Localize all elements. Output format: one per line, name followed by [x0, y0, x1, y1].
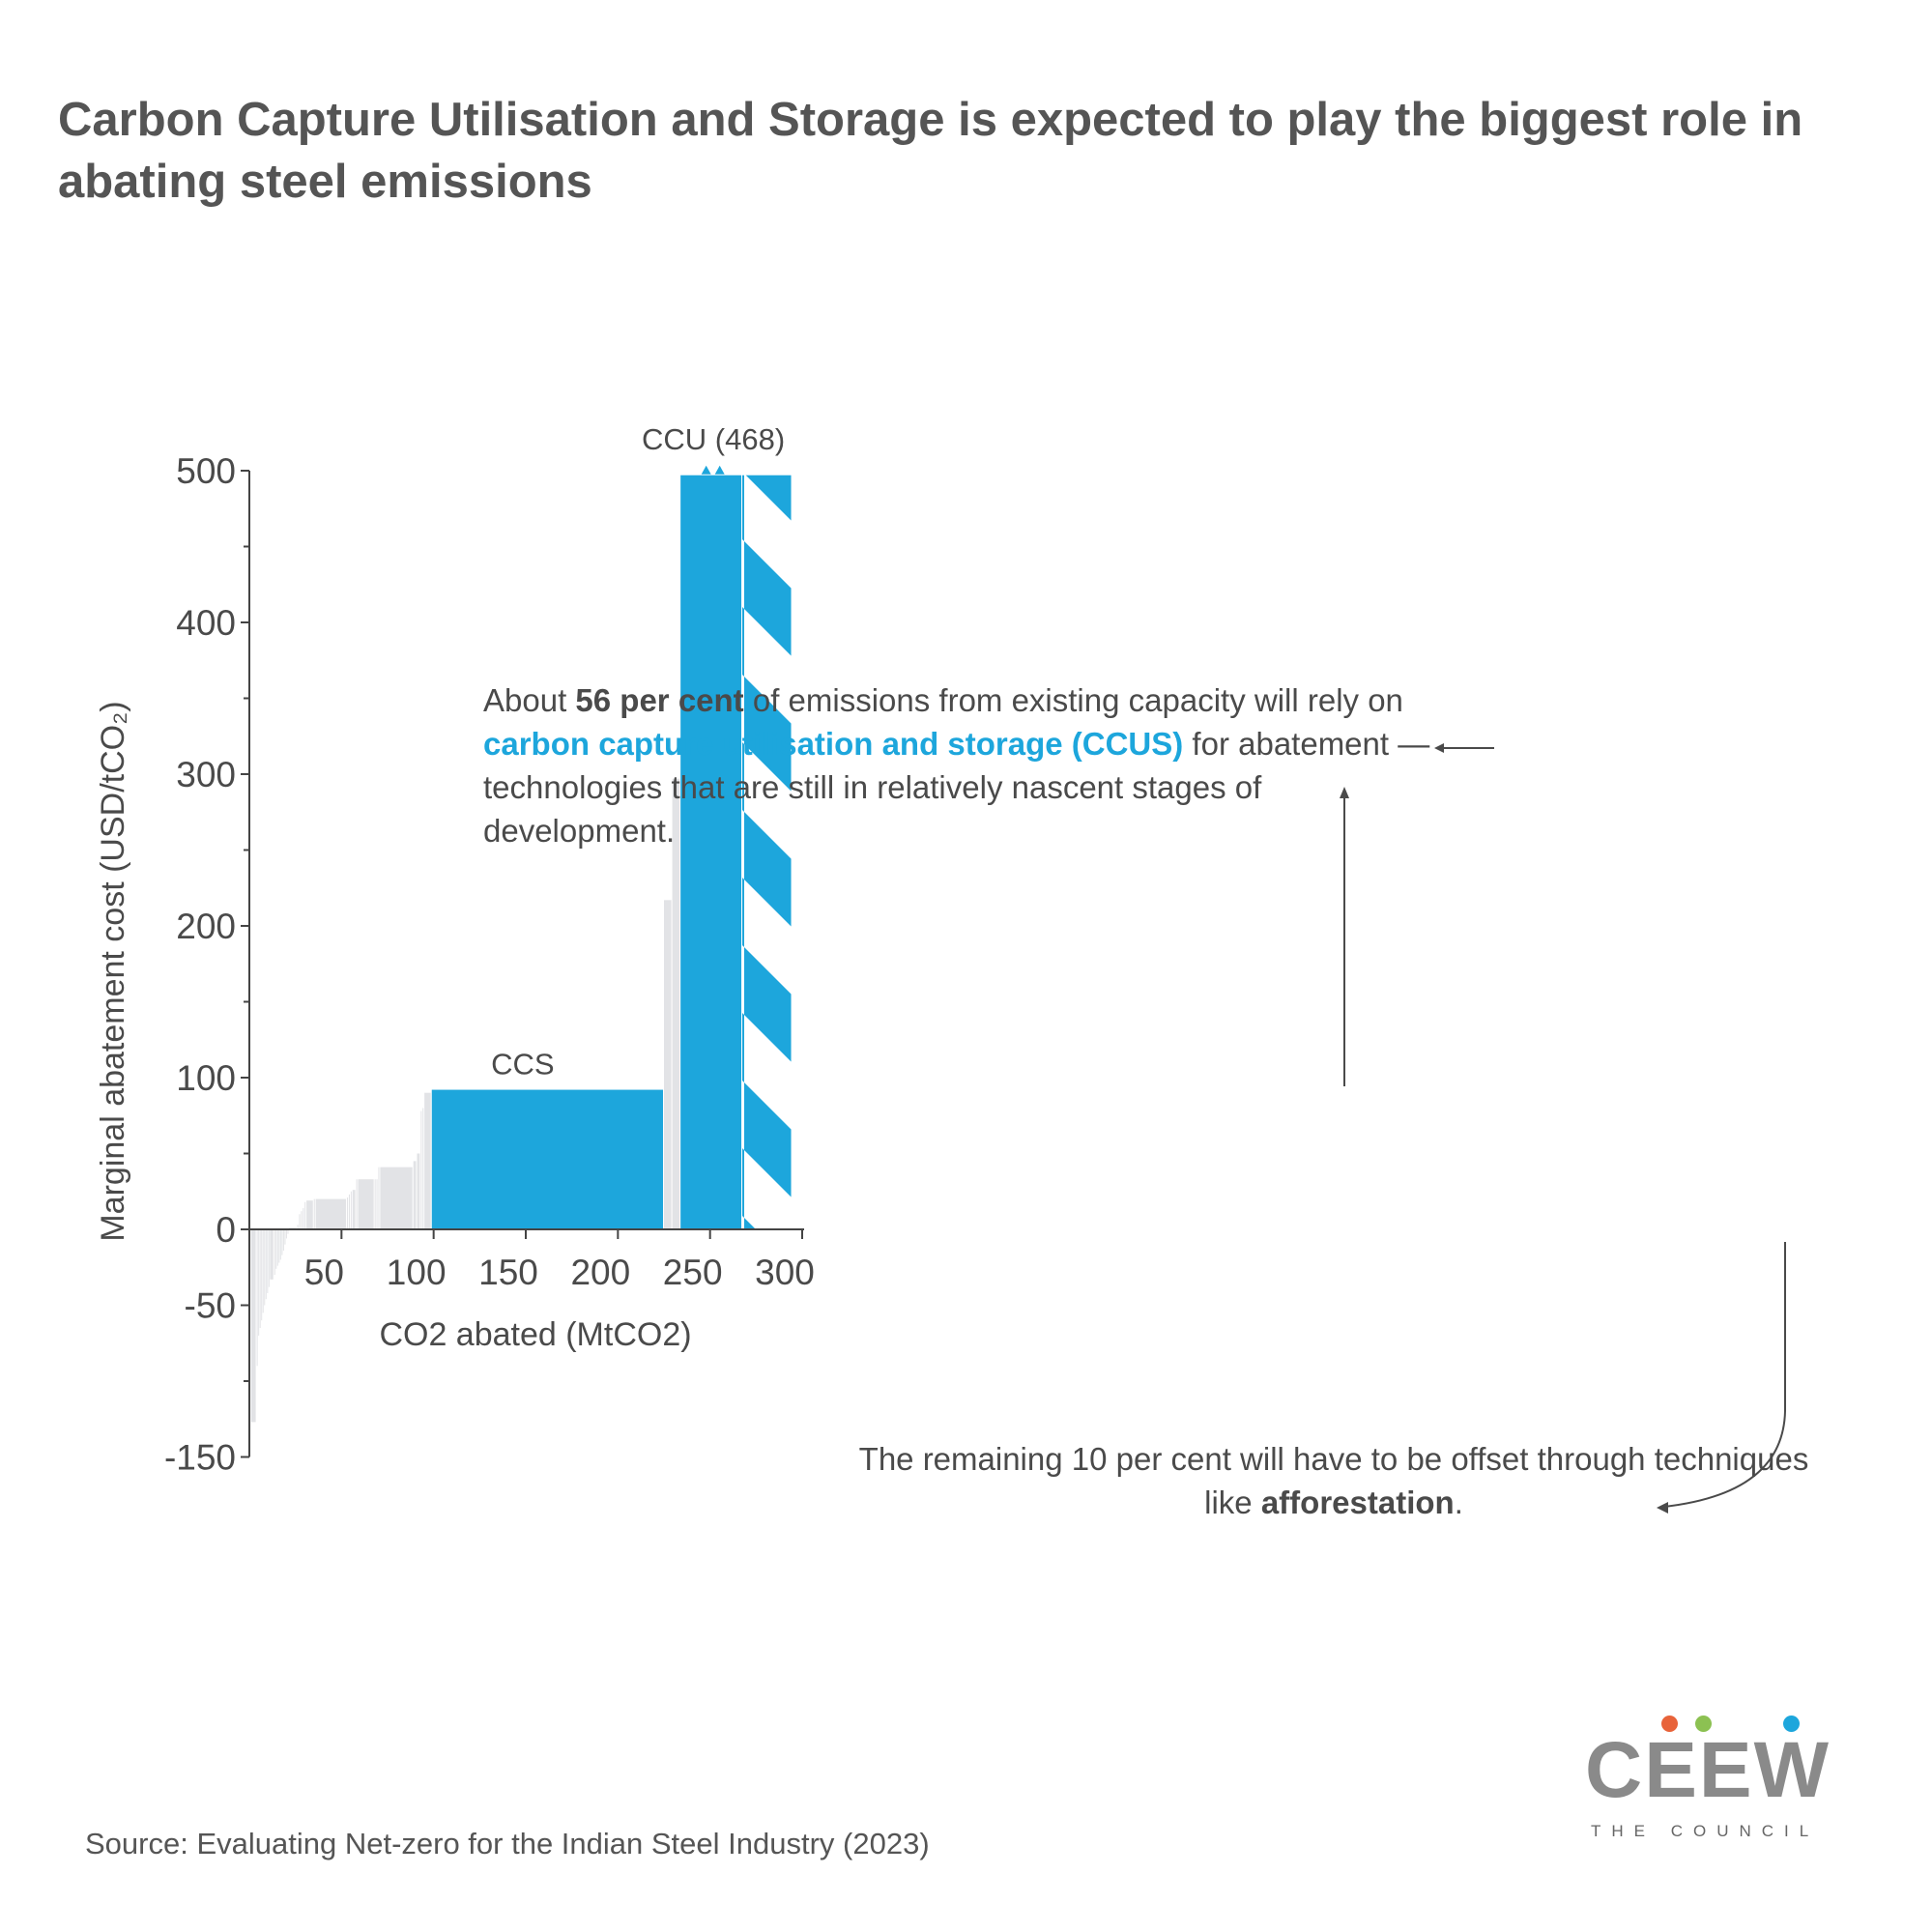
bar-44 [422, 1108, 424, 1229]
ccus-share: 56 per cent [575, 682, 744, 718]
bars-layer [249, 475, 792, 1439]
bar-1 [250, 1229, 256, 1423]
x-tick-label: 200 [570, 1253, 630, 1292]
y-axis-title: Marginal abatement cost (USD/tCO₂) [95, 701, 131, 1241]
bar-30 [315, 1198, 347, 1229]
bar-23 [297, 1225, 299, 1229]
logo-dot-green [1695, 1716, 1712, 1732]
x-tick-label: 50 [304, 1253, 344, 1292]
bar-3 [258, 1229, 260, 1336]
bar-34 [352, 1190, 356, 1229]
y-tick-label: 500 [176, 451, 236, 491]
ccs-arrowhead [1340, 787, 1349, 798]
bar-38 [376, 1179, 378, 1229]
ccus-highlight: carbon capture utilisation and storage (… [483, 726, 1184, 762]
bar-41 [413, 1161, 417, 1229]
bar-7 [264, 1229, 266, 1306]
bar-15 [278, 1229, 280, 1263]
bar-42 [417, 1153, 420, 1229]
bar-39 [378, 1167, 380, 1229]
axes-layer: 500 400 300 200 100 0 -50 -150 50 100 150 200 250 300… [95, 451, 815, 1478]
bar-25 [301, 1211, 303, 1229]
bar-37 [374, 1179, 376, 1229]
bar-20 [285, 1229, 287, 1239]
y-tick-label: 100 [176, 1058, 236, 1098]
afforestation-label: afforestation [1260, 1485, 1455, 1520]
bar-17 [281, 1229, 283, 1255]
x-tick-label: 250 [663, 1253, 723, 1292]
y-tick-label: 200 [176, 907, 236, 946]
bar-6 [262, 1229, 264, 1313]
logo-dot-blue [1783, 1716, 1800, 1732]
bar-48 [672, 778, 680, 1229]
offset-arrowhead [1657, 1502, 1668, 1514]
bar-11 [270, 1229, 274, 1280]
bar-29 [313, 1198, 315, 1229]
ccus-annotation: About 56 per cent of emissions from exis… [483, 682, 1430, 849]
bar-16 [279, 1229, 281, 1260]
bar-28 [306, 1200, 313, 1229]
bar-ccs [431, 1089, 664, 1229]
offset-arrow [1663, 1242, 1786, 1508]
ccu-arrowhead [1434, 743, 1444, 753]
y-tick-label: 300 [176, 755, 236, 794]
bar-10 [268, 1229, 270, 1287]
arrows-layer [1340, 743, 1786, 1514]
bar-31 [347, 1197, 349, 1229]
bar-5 [261, 1229, 263, 1321]
source-note: Source: Evaluating Net-zero for the Indi… [85, 1827, 930, 1860]
x-tick-label: 100 [387, 1253, 447, 1292]
y-tick-label: -150 [164, 1438, 236, 1478]
bar-47 [664, 900, 672, 1229]
bar-35 [356, 1179, 358, 1229]
bar-24 [299, 1214, 301, 1229]
x-axis-title: CO2 abated (MtCO2) [379, 1316, 691, 1353]
logo-wordmark: CEEW [1585, 1726, 1831, 1814]
ceew-logo: CEEW THE COUNCIL [1566, 1716, 1836, 1851]
bar-21 [287, 1229, 289, 1234]
bar-33 [350, 1191, 352, 1229]
bar-36 [358, 1179, 374, 1229]
bar-4 [259, 1229, 261, 1329]
bar-9 [267, 1229, 269, 1293]
x-tick-label: 300 [755, 1253, 815, 1292]
chart-title: Carbon Capture Utilisation and Storage i… [58, 94, 1803, 208]
ccu-overflow-marker [714, 465, 725, 475]
logo-dot-orange [1661, 1716, 1678, 1732]
bar-14 [276, 1229, 278, 1266]
bar-40 [380, 1167, 413, 1229]
ccs-label: CCS [491, 1048, 554, 1081]
bar-ccu [680, 475, 742, 1230]
offset-annotation: The remaining 10 per cent will have to b… [858, 1441, 1809, 1520]
ccu-overflow-marker [701, 465, 711, 475]
bar-19 [284, 1229, 286, 1245]
bar-50 [742, 475, 792, 1230]
bar-8 [265, 1229, 267, 1300]
bar-32 [348, 1194, 350, 1229]
y-tick-label: -50 [185, 1286, 236, 1326]
bar-18 [282, 1229, 284, 1251]
bar-43 [420, 1110, 422, 1229]
bar-27 [304, 1201, 306, 1229]
y-tick-label: 400 [176, 603, 236, 643]
ccu-label: CCU (468) [642, 422, 785, 456]
bar-45 [424, 1092, 431, 1229]
y-tick-label: 0 [216, 1210, 236, 1250]
x-tick-label: 150 [478, 1253, 538, 1292]
bar-2 [256, 1229, 258, 1367]
bar-13 [275, 1229, 277, 1269]
bar-12 [274, 1229, 275, 1276]
logo-subtitle: THE COUNCIL [1591, 1822, 1820, 1840]
labels-layer: CCS CCU (468) [491, 422, 785, 1081]
